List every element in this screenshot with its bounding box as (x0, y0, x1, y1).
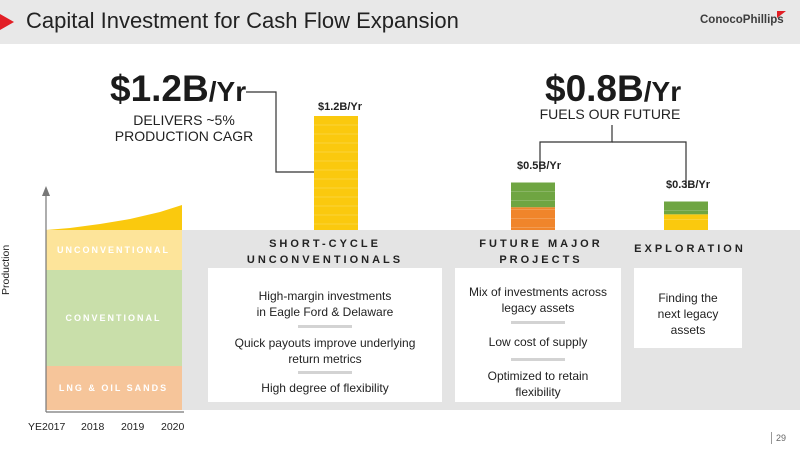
bar-exploration-lower (664, 214, 708, 230)
logo-mark-icon (777, 11, 786, 18)
page-divider (771, 432, 772, 444)
layer-label-conventional: CONVENTIONAL (65, 313, 162, 323)
left-callout-amount: $1.2B/Yr (110, 68, 246, 110)
bar-label-major-projects: $0.5B/Yr (516, 160, 562, 172)
card-item-line: return metrics (288, 352, 362, 366)
year-label: YE2017 (28, 421, 66, 433)
left-callout-line2: PRODUCTION CAGR (114, 128, 254, 144)
layer-unconventional (46, 230, 182, 270)
year-label: 2019 (121, 421, 145, 433)
right-callout-value: $0.8B (545, 68, 644, 109)
card-item-line: High-margin investments (258, 289, 392, 303)
right-callout-sub: FUELS OUR FUTURE (520, 106, 700, 122)
card-item: Mix of investments across legacy assets (455, 284, 621, 316)
category-title-line1: EXPLORATION (634, 243, 746, 255)
category-title-exploration: EXPLORATION (634, 241, 746, 257)
category-title-line2: PROJECTS (499, 254, 583, 266)
title-bar (0, 0, 800, 44)
card-unconventionals: High-margin investments in Eagle Ford & … (208, 268, 442, 402)
bar-unconventionals-lower (314, 116, 358, 230)
card-item-line: assets (670, 323, 706, 337)
card-separator (511, 321, 565, 324)
layer-label-lng-oil-sands: LNG & OIL SANDS (58, 383, 169, 393)
category-title-line1: FUTURE MAJOR (479, 238, 603, 250)
bars-group (314, 116, 708, 230)
left-callout-value: $1.2B (110, 68, 209, 109)
page-title: Capital Investment for Cash Flow Expansi… (26, 8, 459, 33)
category-title-major-projects: FUTURE MAJOR PROJECTS (456, 236, 626, 268)
card-item-line: Optimized to retain (487, 369, 589, 383)
card-item: Low cost of supply (455, 334, 621, 350)
card-item-line: Quick payouts improve underlying (234, 336, 416, 350)
card-item: Finding the next legacy assets (634, 290, 742, 338)
card-separator (511, 358, 565, 361)
left-callout-sub: DELIVERS ~5% PRODUCTION CAGR (104, 112, 264, 144)
left-callout-unit: /Yr (208, 76, 247, 107)
bar-major-projects-lower (511, 207, 555, 230)
category-title-line1: SHORT-CYCLE (269, 238, 381, 250)
title-accent-icon (0, 14, 14, 30)
layer-lng-oil-sands (46, 366, 182, 410)
card-item-line: Finding the (658, 291, 718, 305)
card-exploration: Finding the next legacy assets (634, 268, 742, 348)
card-item-line: flexibility (515, 385, 561, 399)
bar-exploration-upper (664, 201, 708, 215)
bar-label-unconventionals: $1.2B/Yr (317, 101, 363, 113)
y-axis-arrow-icon (42, 186, 50, 196)
right-callout-connector-right (612, 141, 687, 188)
page-number: 29 (776, 433, 787, 443)
card-item-line: High degree of flexibility (261, 381, 389, 395)
card-separator (298, 371, 352, 374)
card-item-line: in Eagle Ford & Delaware (256, 305, 394, 319)
company-logo: ConocoPhillips (700, 14, 784, 26)
production-axis-label: Production (0, 244, 12, 295)
card-item-line: next legacy (657, 307, 719, 321)
card-item-line: Low cost of supply (488, 335, 588, 349)
right-callout-unit: /Yr (643, 76, 682, 107)
production-growth-wedge (46, 205, 182, 230)
card-item: Quick payouts improve underlying return … (208, 335, 442, 367)
bar-label-exploration: $0.3B/Yr (665, 179, 711, 191)
right-callout-connector-left (539, 125, 613, 172)
left-callout-line1: DELIVERS ~5% (133, 112, 235, 128)
bar-major-projects-upper (511, 182, 555, 208)
card-item-line: Mix of investments across (468, 285, 608, 299)
category-title-unconventionals: SHORT-CYCLE UNCONVENTIONALS (208, 236, 442, 268)
layer-conventional (46, 270, 182, 366)
card-major-projects: Mix of investments across legacy assets … (455, 268, 621, 402)
layer-label-unconventional: UNCONVENTIONAL (57, 245, 170, 255)
category-title-line2: UNCONVENTIONALS (246, 254, 404, 266)
year-label: 2020 (161, 421, 185, 433)
right-callout-line1: FUELS OUR FUTURE (539, 106, 681, 122)
right-callout-amount: $0.8B/Yr (545, 68, 681, 110)
card-item-line: legacy assets (501, 301, 575, 315)
year-label: 2018 (81, 421, 105, 433)
card-item: High degree of flexibility (208, 380, 442, 396)
card-item: Optimized to retain flexibility (455, 368, 621, 400)
left-callout-connector (246, 91, 314, 173)
card-separator (298, 325, 352, 328)
card-item: High-margin investments in Eagle Ford & … (208, 288, 442, 320)
